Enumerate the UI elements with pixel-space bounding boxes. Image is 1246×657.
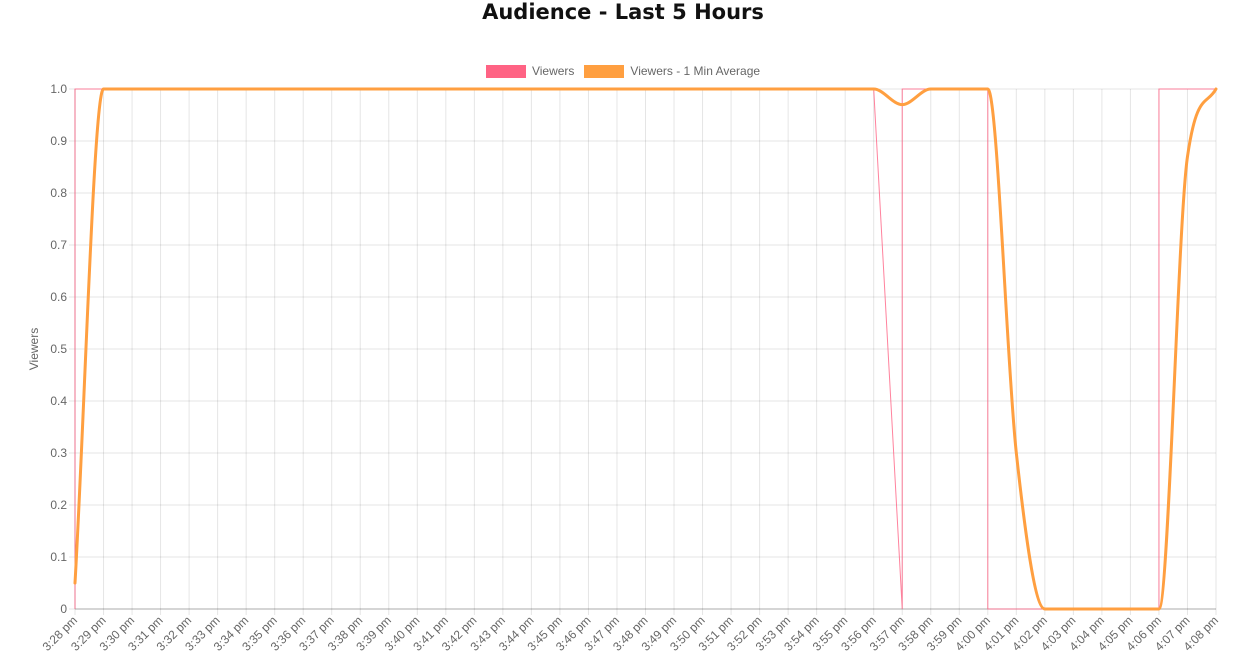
y-tick-label: 0.1 <box>50 550 67 564</box>
y-tick-label: 0.7 <box>50 238 67 252</box>
y-tick-label: 0.8 <box>50 186 67 200</box>
series-line-average <box>73 87 1218 611</box>
legend-label-average: Viewers - 1 Min Average <box>630 64 761 78</box>
y-tick-label: 0.9 <box>50 134 67 148</box>
y-tick-label: 1.0 <box>50 82 67 96</box>
y-tick-label: 0.2 <box>50 498 67 512</box>
chart-series <box>73 87 1218 611</box>
legend-item-viewers[interactable]: Viewers <box>485 64 575 78</box>
y-axis-title: Viewers <box>27 328 41 370</box>
chart-labels: 3:28 pm3:29 pm3:30 pm3:31 pm3:32 pm3:33 … <box>27 82 1221 654</box>
y-tick-label: 0.5 <box>50 342 67 356</box>
chart-title: Audience - Last 5 Hours <box>482 0 764 24</box>
y-tick-label: 0.4 <box>50 394 67 408</box>
legend-swatch-viewers <box>485 64 526 78</box>
chart-legend: Viewers Viewers - 1 Min Average <box>0 64 1246 78</box>
y-tick-label: 0 <box>60 602 67 616</box>
chart-grid <box>69 88 1217 615</box>
y-tick-label: 0.3 <box>50 446 67 460</box>
y-tick-label: 0.6 <box>50 290 67 304</box>
legend-swatch-average <box>584 64 625 78</box>
legend-item-average[interactable]: Viewers - 1 Min Average <box>584 64 760 78</box>
legend-label-viewers: Viewers <box>531 64 575 78</box>
